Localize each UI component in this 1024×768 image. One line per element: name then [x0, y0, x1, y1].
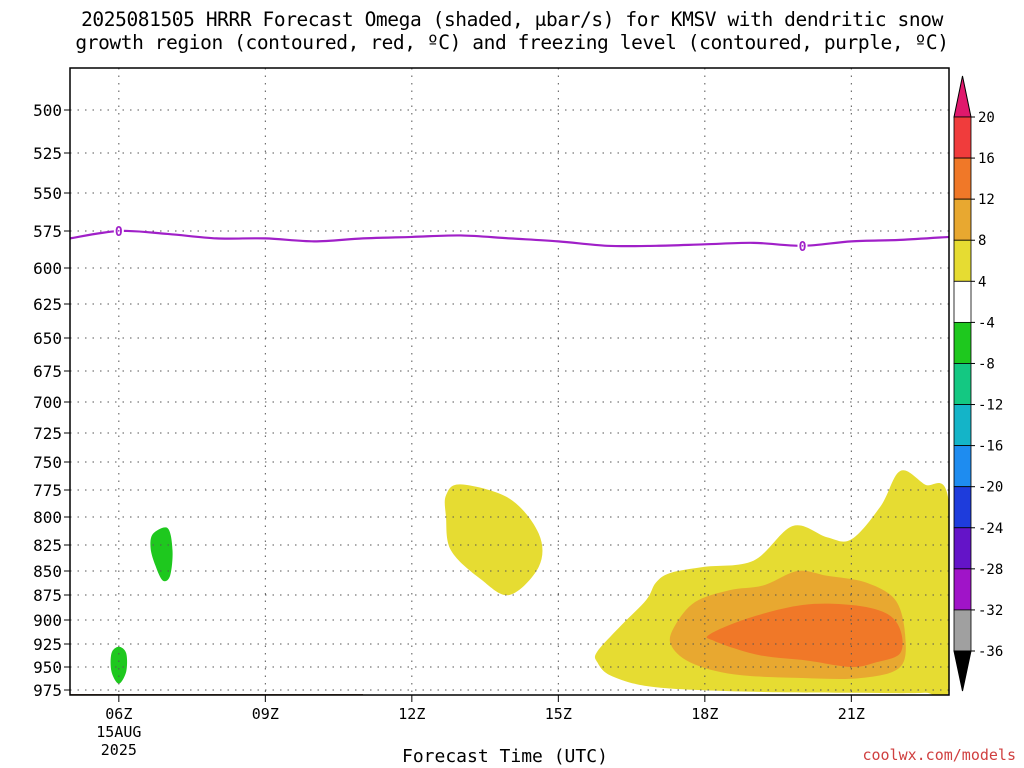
- freezing-label-bg-1: [797, 239, 808, 252]
- y-tick-label-775: 775: [33, 481, 62, 500]
- y-tick-label-575: 575: [33, 222, 62, 241]
- colorbar-bin-5: [953, 321, 972, 364]
- y-tick-label-650: 650: [33, 329, 62, 348]
- x-tick-sublabel-1: 2025: [101, 741, 137, 759]
- colorbar-bin-8: [953, 445, 972, 488]
- colorbar: 20 16 12 8 4 -4 -8 -12 -16 -20 -24 -28 -32 -36: [953, 75, 1003, 692]
- colorbar-label-0: 20: [978, 110, 995, 126]
- colorbar-bin-2: [953, 198, 972, 241]
- x-tick-label-15Z: 15Z: [545, 705, 572, 723]
- y-tick-label-950: 950: [33, 658, 62, 677]
- y-axis: 500 525 550 575 600 625 650 675 700 725 750 775 800 8…: [33, 101, 70, 700]
- colorbar-bin-11: [953, 568, 972, 611]
- colorbar-label-13: -36: [978, 644, 1003, 660]
- colorbar-bin-1: [953, 157, 972, 200]
- colorbar-label-7: -12: [978, 398, 1003, 414]
- freezing-level-label-0: 0: [115, 225, 123, 240]
- freezing-label-bg-0: [113, 225, 124, 237]
- colorbar-bin-9: [953, 486, 972, 529]
- x-tick-sublabel-0: 15AUG: [96, 723, 141, 741]
- colorbar-label-10: -24: [978, 521, 1003, 537]
- y-tick-label-825: 825: [33, 536, 62, 555]
- colorbar-bin-0: [953, 116, 972, 159]
- colorbar-label-4: 4: [978, 274, 986, 290]
- colorbar-label-5: -4: [978, 315, 995, 331]
- y-tick-label-975: 975: [33, 681, 62, 700]
- omega-region-rise-green-06z: [110, 646, 128, 684]
- omega-shading: [110, 470, 949, 695]
- y-tick-label-725: 725: [33, 424, 62, 443]
- y-tick-label-600: 600: [33, 259, 62, 278]
- colorbar-label-12: -32: [978, 603, 1003, 619]
- y-tick-label-500: 500: [33, 101, 62, 120]
- colorbar-bin-3: [953, 239, 972, 282]
- x-tick-label-09Z: 09Z: [252, 705, 279, 723]
- colorbar-bin-6: [953, 363, 972, 405]
- x-tick-label-06Z: 06Z: [105, 705, 132, 723]
- colorbar-label-8: -16: [978, 439, 1003, 455]
- omega-region-sink-orange-20z: [706, 603, 903, 668]
- colorbar-label-9: -20: [978, 480, 1003, 496]
- colorbar-bin-10: [953, 527, 972, 570]
- plot-frame: [69, 67, 950, 696]
- y-tick-label-625: 625: [33, 295, 62, 314]
- y-tick-label-750: 750: [33, 453, 62, 472]
- freezing-level-contour: 00: [70, 225, 949, 255]
- colorbar-bin-7: [953, 404, 972, 447]
- y-tick-label-675: 675: [33, 362, 62, 381]
- omega-region-rise-green-07z: [150, 527, 173, 582]
- y-tick-label-550: 550: [33, 184, 62, 203]
- chart-title: 2025081505 HRRR Forecast Omega (shaded, …: [0, 8, 1024, 54]
- freezing-level-label-1: 0: [799, 240, 807, 255]
- colorbar-label-6: -8: [978, 356, 995, 372]
- x-axis-label: Forecast Time (UTC): [402, 746, 608, 767]
- freezing-level-line: [70, 229, 949, 248]
- site-credit: coolwx.com/models: [862, 746, 1016, 764]
- colorbar-label-11: -28: [978, 562, 1003, 578]
- colorbar-bin-12: [953, 609, 972, 652]
- y-tick-label-850: 850: [33, 562, 62, 581]
- y-tick-label-875: 875: [33, 586, 62, 605]
- x-tick-label-21Z: 21Z: [838, 705, 865, 723]
- colorbar-bottom-arrow: [953, 650, 972, 692]
- y-tick-label-800: 800: [33, 508, 62, 527]
- colorbar-label-1: 16: [978, 151, 995, 167]
- title-line-2: growth region (contoured, red, ºC) and f…: [75, 31, 949, 54]
- colorbar-label-3: 8: [978, 233, 986, 249]
- colorbar-label-2: 12: [978, 192, 995, 208]
- y-tick-label-900: 900: [33, 611, 62, 630]
- y-tick-label-700: 700: [33, 393, 62, 412]
- colorbar-top-arrow: [953, 75, 972, 118]
- x-tick-label-18Z: 18Z: [691, 705, 718, 723]
- y-tick-label-925: 925: [33, 635, 62, 654]
- x-tick-label-12Z: 12Z: [398, 705, 425, 723]
- colorbar-bin-4: [953, 280, 972, 323]
- omega-region-sink-yellow-13z: [444, 484, 543, 596]
- title-line-1: 2025081505 HRRR Forecast Omega (shaded, …: [81, 8, 943, 31]
- y-tick-label-525: 525: [33, 144, 62, 163]
